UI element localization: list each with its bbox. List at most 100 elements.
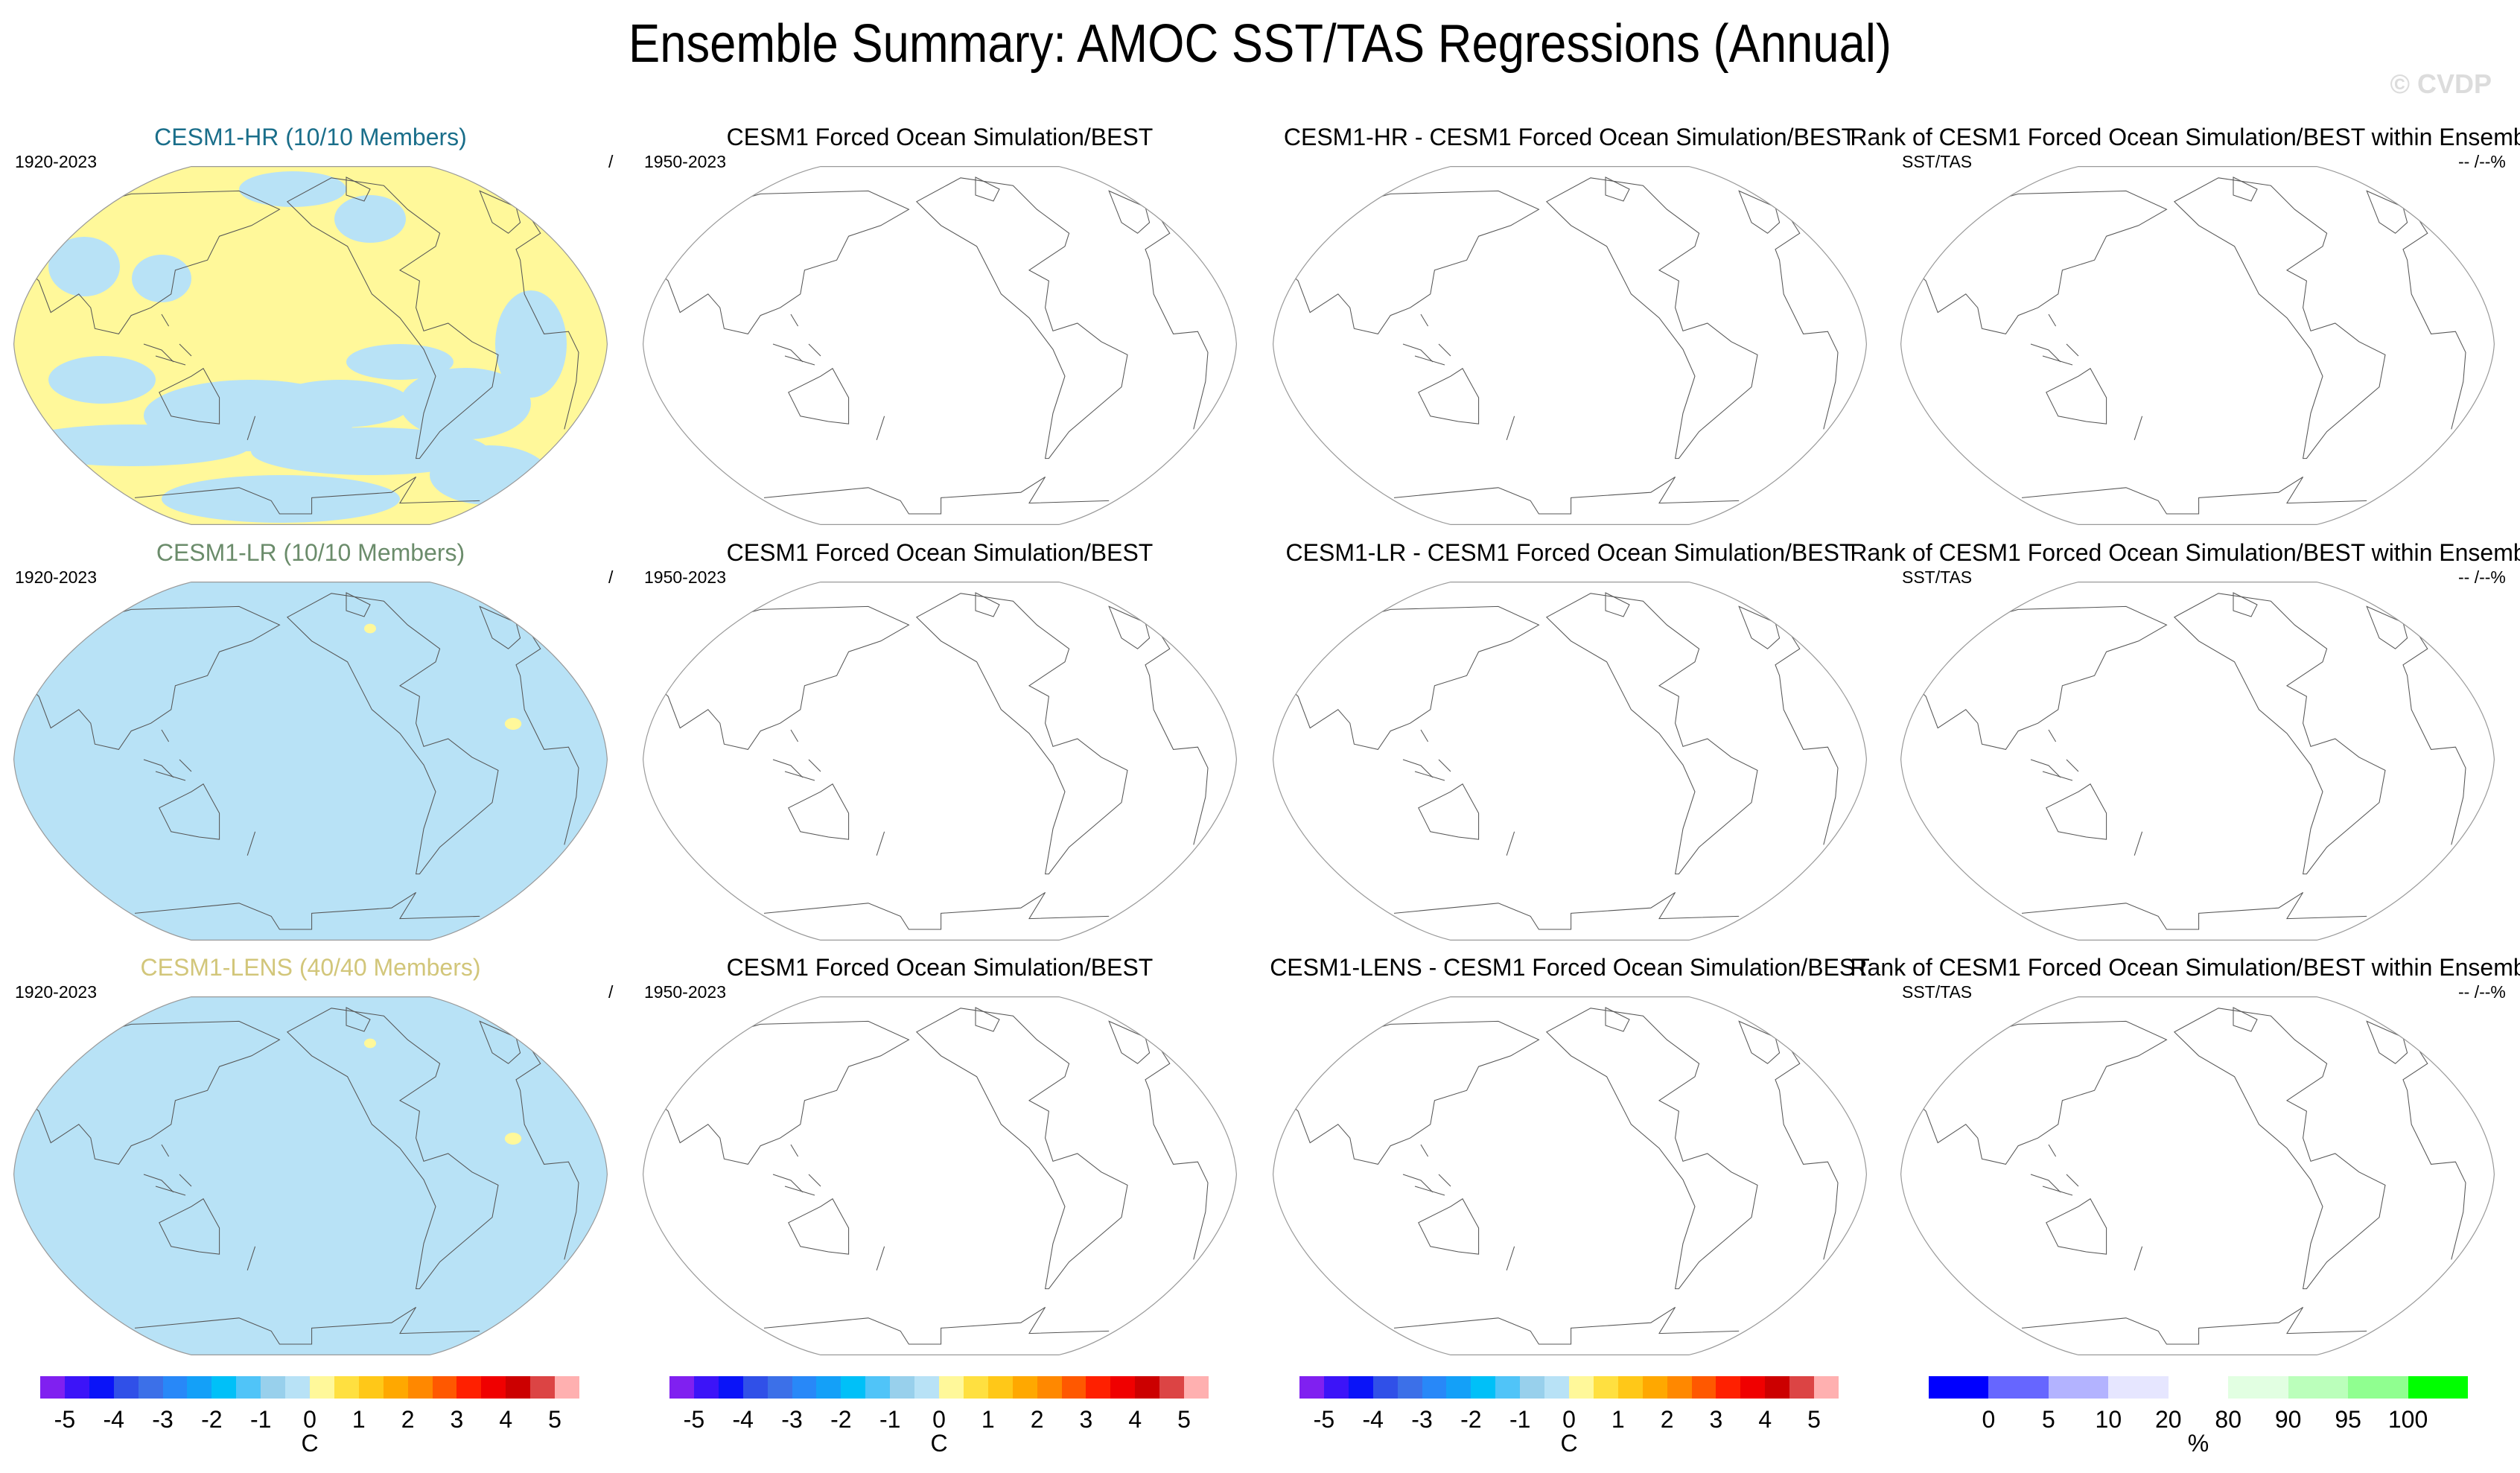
map-field [13,166,608,525]
coastline [479,605,521,649]
coastline [2030,759,2061,778]
coastline [788,368,850,424]
coastline [134,891,480,930]
colorbar-box [1765,1376,1790,1399]
coastline [2046,368,2107,424]
coastline [134,1306,480,1345]
colorbar-box [1061,1376,1086,1399]
coastline [1909,1020,2168,1165]
panel-left-subtitle: 1950-2023 [644,982,726,1002]
coastline [1738,605,1781,649]
coastline [2066,759,2079,772]
negative-region [269,380,412,427]
coastline [1506,831,1515,856]
colorbar-tick-label: 3 [1709,1406,1723,1433]
map-panel [642,996,1238,1356]
coastline [155,355,186,366]
map-field [1900,996,2495,1355]
coastline [652,605,910,750]
positive-region [504,1133,522,1145]
colorbar-box [1568,1376,1594,1399]
coastline [772,759,804,778]
colorbar-box [841,1376,866,1399]
colorbar-unit: C [301,1430,319,1457]
colorbar-box [2048,1376,2109,1399]
map-border [642,582,1238,941]
panel-left-subtitle: SST/TAS [1902,567,1973,587]
colorbar-tick-label: -3 [1411,1406,1433,1433]
panel-title: CESM1 Forced Ocean Simulation/BEST [726,124,1154,150]
panel-title: Rank of CESM1 Forced Ocean Simulation/BE… [1850,954,2520,981]
coastline [179,343,192,357]
coastline [772,1174,804,1193]
colorbar-box [236,1376,261,1399]
coastline [346,1007,371,1032]
colorbar-box [2288,1376,2349,1399]
coastline [763,891,1110,930]
map [1272,996,1868,1355]
coastline [246,416,256,440]
panel-left-subtitle: 1950-2023 [644,567,726,587]
colorbar [1299,1376,1839,1399]
colorbar-box [162,1376,188,1399]
colorbar-tick-label: 20 [2154,1406,2182,1433]
colorbar-box [1422,1376,1447,1399]
coastline [2134,831,2143,856]
coastline [155,1186,186,1196]
coastline [915,1008,1128,1290]
coastline [1420,729,1429,742]
coastline [915,177,1128,459]
watermark: © CVDP [2390,69,2492,99]
negative-region [430,445,549,505]
map-border [1900,996,2495,1355]
coastline [2402,201,2466,430]
coastline [179,1174,192,1187]
colorbar-tick-label: -2 [201,1406,223,1433]
coastline [652,1020,910,1165]
colorbar-box [2348,1376,2408,1399]
colorbar-box [456,1376,482,1399]
colorbar-tick-label: 5 [548,1406,561,1433]
coastline [763,1306,1110,1345]
field-background [643,166,1237,525]
colorbar-box [383,1376,408,1399]
colorbar-box [1520,1376,1545,1399]
coastline [2066,1174,2079,1187]
map-panel [642,165,1238,526]
colorbar-tick-label: -5 [683,1406,705,1433]
coastline [159,368,220,424]
map-panel [13,581,608,941]
colorbar-box [1593,1376,1618,1399]
colorbar-tick-label: 4 [1758,1406,1772,1433]
colorbar-box [138,1376,163,1399]
field-background [1900,166,2495,525]
colorbar-box [816,1376,841,1399]
colorbar-box [261,1376,286,1399]
coastline [1438,343,1451,357]
colorbar-tick-label: 5 [1177,1406,1191,1433]
coastline [2021,1306,2367,1345]
colorbar-box [187,1376,212,1399]
coastline [1775,1031,1839,1260]
coastline [346,592,371,617]
coastline [246,831,256,856]
colorbar-tick-label: -1 [879,1406,901,1433]
colorbar-unit: % [2187,1430,2209,1457]
coastline [2046,1198,2107,1255]
coastline [788,783,850,840]
map-panel [13,165,608,526]
map-field [1273,582,1867,941]
panel-title: CESM1 Forced Ocean Simulation/BEST [726,539,1154,566]
field-background [13,996,608,1355]
coastline [763,476,1110,515]
coastline [1414,1186,1445,1196]
colorbar-box [334,1376,359,1399]
positive-region [364,1038,376,1049]
colorbar-box [1348,1376,1373,1399]
map-border [1272,166,1868,525]
coastline [155,771,186,781]
colorbar-tick-label: 2 [1030,1406,1044,1433]
colorbar-box [963,1376,988,1399]
coastline [1738,190,1781,234]
map-panel [1900,165,2495,526]
